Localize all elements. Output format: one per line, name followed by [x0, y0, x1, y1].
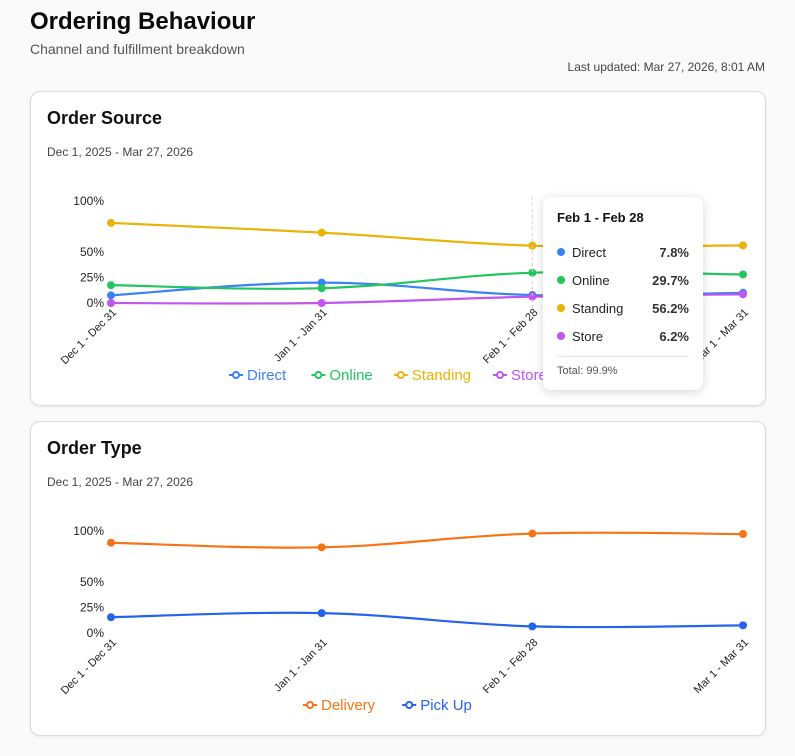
tooltip-label: Standing — [572, 300, 624, 316]
order-source-title: Order Source — [47, 108, 163, 128]
order-type-date-range: Dec 1, 2025 - Mar 27, 2026 — [47, 475, 194, 489]
data-point-pick-up-jan-1-jan-31[interactable] — [317, 609, 326, 618]
y-tick-label-100pct: 100% — [73, 524, 104, 538]
x-tick-label-mar-1-mar-31: Mar 1 - Mar 31 — [692, 637, 751, 696]
legend-label: Pick Up — [420, 697, 472, 714]
legend-item-store[interactable]: Store — [493, 367, 547, 384]
y-tick-label-50pct: 50% — [80, 245, 104, 259]
x-tick-label-jan-1-jan-31: Jan 1 - Jan 31 — [272, 307, 330, 365]
data-point-direct-jan-1-jan-31[interactable] — [317, 278, 326, 287]
data-point-standing-jan-1-jan-31[interactable] — [317, 228, 326, 237]
data-point-online-jan-1-jan-31[interactable] — [317, 284, 326, 293]
x-tick-label-dec-1-dec-31: Dec 1 - Dec 31 — [59, 307, 119, 367]
data-point-online-mar-1-mar-31[interactable] — [739, 270, 747, 279]
tooltip-total: Total: 99.9% — [557, 365, 618, 377]
legend-marker-icon — [306, 701, 314, 709]
data-point-online-dec-1-dec-31[interactable] — [107, 281, 115, 290]
chart-tooltip: Feb 1 - Feb 28 Direct 7.8% Online 29.7% … — [543, 197, 703, 390]
data-point-direct-dec-1-dec-31[interactable] — [107, 291, 115, 300]
series-line-delivery[interactable] — [109, 531, 745, 549]
tooltip-divider — [557, 356, 689, 357]
x-tick-label-dec-1-dec-31: Dec 1 - Dec 31 — [59, 637, 119, 697]
tooltip-label: Store — [572, 328, 604, 344]
series-line-pick-up[interactable] — [109, 611, 745, 629]
x-tick-label-feb-1-feb-28: Feb 1 - Feb 28 — [481, 637, 541, 697]
data-point-pick-up-dec-1-dec-31[interactable] — [107, 613, 115, 622]
legend-label: Delivery — [321, 697, 376, 714]
order-type-card: Order Type Dec 1, 2025 - Mar 27, 2026 0%… — [30, 421, 766, 736]
data-point-store-mar-1-mar-31[interactable] — [739, 290, 747, 299]
y-tick-label-25pct: 25% — [80, 271, 104, 285]
tooltip-value: 6.2% — [659, 328, 689, 344]
data-point-delivery-jan-1-jan-31[interactable] — [317, 543, 326, 552]
y-tick-label-0pct: 0% — [87, 626, 105, 640]
legend-item-delivery[interactable]: Delivery — [303, 697, 376, 714]
legend-label: Direct — [247, 367, 287, 384]
order-source-date-range: Dec 1, 2025 - Mar 27, 2026 — [47, 145, 194, 159]
legend-marker-icon — [405, 701, 414, 709]
tooltip-dot-standing — [557, 304, 565, 312]
tooltip-dot-store — [557, 332, 565, 340]
data-point-standing-mar-1-mar-31[interactable] — [739, 241, 747, 250]
data-point-delivery-mar-1-mar-31[interactable] — [739, 530, 747, 539]
legend-marker-icon — [232, 371, 240, 379]
data-point-delivery-feb-1-feb-28[interactable] — [528, 529, 537, 538]
tooltip-row-online: Online 29.7% — [557, 266, 689, 294]
tooltip-row-standing: Standing 56.2% — [557, 294, 689, 322]
y-tick-label-100pct: 100% — [73, 194, 104, 208]
tooltip-value: 29.7% — [652, 272, 689, 288]
legend-label: Store — [511, 367, 547, 384]
order-type-chart[interactable]: 0% 25% 50% 100% Dec 1 - Dec 31 Jan 1 - Jan 31… — [31, 422, 765, 735]
x-tick-label-feb-1-feb-28: Feb 1 - Feb 28 — [481, 307, 541, 367]
legend-marker-icon — [396, 371, 405, 379]
order-source-chart[interactable]: 0% 25% 50% 100% Dec 1 - Dec 31 Jan 1 - Jan 31… — [31, 92, 765, 405]
tooltip-row-store: Store 6.2% — [557, 322, 689, 350]
data-point-online-feb-1-feb-28[interactable] — [528, 268, 537, 277]
data-point-store-feb-1-feb-28[interactable] — [528, 292, 537, 301]
y-tick-label-50pct: 50% — [80, 575, 104, 589]
tooltip-dot-direct — [557, 248, 565, 256]
legend-marker-icon — [314, 371, 323, 379]
page-subtitle: Channel and fulfillment breakdown — [30, 41, 245, 57]
page-title: Ordering Behaviour — [30, 8, 256, 35]
tooltip-value: 56.2% — [652, 300, 689, 316]
legend-item-direct[interactable]: Direct — [229, 367, 287, 384]
data-point-store-jan-1-jan-31[interactable] — [317, 299, 326, 307]
legend-item-online[interactable]: Online — [311, 367, 373, 384]
last-updated: Last updated: Mar 27, 2026, 8:01 AM — [567, 60, 765, 74]
data-point-pick-up-feb-1-feb-28[interactable] — [528, 622, 537, 631]
tooltip-row-direct: Direct 7.8% — [557, 238, 689, 266]
legend-label: Online — [329, 367, 372, 384]
tooltip-label: Online — [572, 272, 610, 288]
tooltip-title: Feb 1 - Feb 28 — [557, 210, 644, 225]
order-type-title: Order Type — [47, 438, 142, 458]
data-point-store-dec-1-dec-31[interactable] — [107, 299, 115, 307]
tooltip-label: Direct — [572, 244, 606, 260]
tooltip-value: 7.8% — [659, 244, 689, 260]
x-tick-label-jan-1-jan-31: Jan 1 - Jan 31 — [272, 637, 330, 695]
legend-marker-icon — [496, 371, 504, 379]
y-tick-label-0pct: 0% — [87, 296, 105, 310]
data-point-delivery-dec-1-dec-31[interactable] — [107, 538, 115, 547]
data-point-standing-dec-1-dec-31[interactable] — [107, 218, 115, 227]
legend-item-pick-up[interactable]: Pick Up — [402, 697, 472, 714]
data-point-pick-up-mar-1-mar-31[interactable] — [739, 621, 747, 630]
tooltip-dot-online — [557, 276, 565, 284]
legend-label: Standing — [412, 367, 471, 384]
y-tick-label-25pct: 25% — [80, 601, 104, 615]
legend-item-standing[interactable]: Standing — [393, 367, 471, 384]
